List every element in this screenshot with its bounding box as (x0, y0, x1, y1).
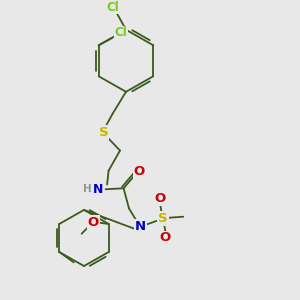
Text: N: N (135, 220, 146, 233)
Text: O: O (134, 165, 145, 178)
Text: O: O (160, 232, 171, 244)
Text: Cl: Cl (114, 26, 127, 39)
Text: N: N (93, 183, 103, 196)
Text: H: H (83, 184, 92, 194)
Text: O: O (155, 193, 166, 206)
Text: S: S (99, 126, 108, 139)
Text: S: S (158, 212, 168, 225)
Text: Cl: Cl (106, 1, 119, 13)
Text: O: O (88, 216, 99, 229)
